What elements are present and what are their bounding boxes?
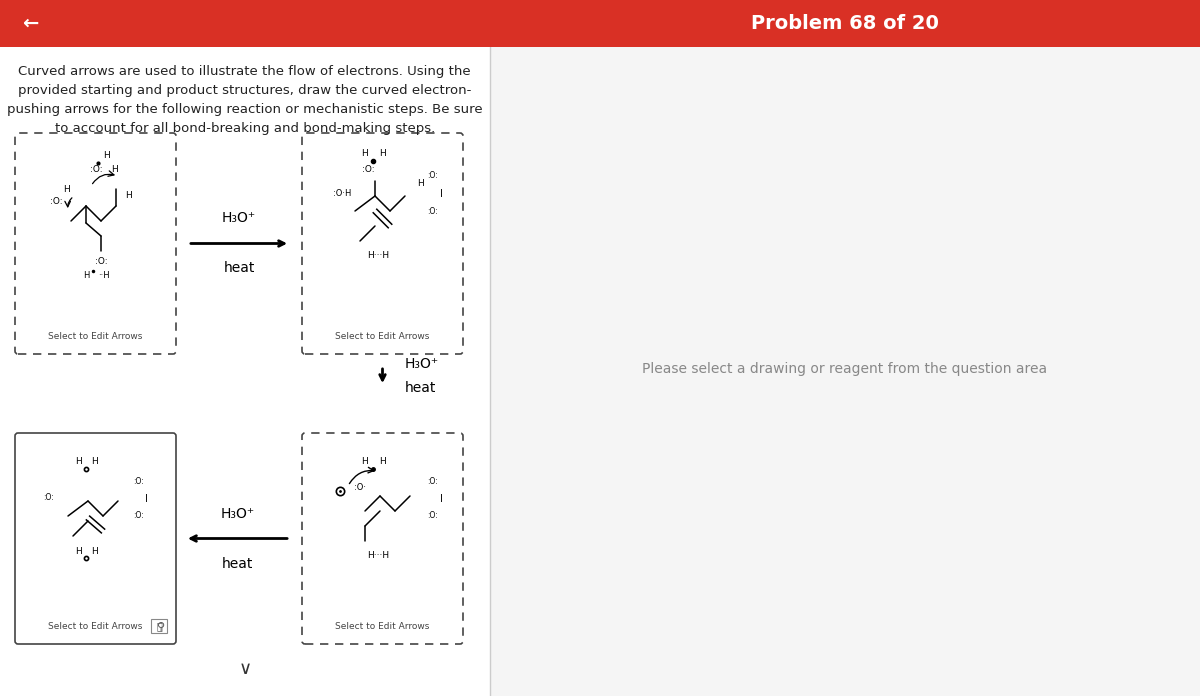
Text: Curved arrows are used to illustrate the flow of electrons. Using the
provided s: Curved arrows are used to illustrate the… (7, 65, 482, 135)
Text: H: H (91, 457, 98, 466)
Text: H: H (74, 457, 82, 466)
Text: H: H (110, 164, 118, 173)
Text: :O:: :O: (43, 493, 53, 503)
Text: I: I (439, 494, 443, 504)
Text: :O:: :O: (95, 257, 107, 265)
Text: H₃O⁺: H₃O⁺ (222, 212, 256, 226)
Text: H: H (91, 546, 98, 555)
Text: :O:: :O: (427, 171, 438, 180)
Text: Select to Edit Arrows: Select to Edit Arrows (335, 332, 430, 341)
FancyBboxPatch shape (14, 133, 176, 354)
Text: H: H (103, 152, 109, 161)
Text: heat: heat (223, 262, 254, 276)
Text: H₃O⁺: H₃O⁺ (221, 507, 254, 521)
Text: ⚲: ⚲ (157, 622, 166, 632)
FancyBboxPatch shape (14, 433, 176, 644)
Text: H: H (416, 178, 424, 187)
Text: H: H (361, 148, 368, 157)
Text: ··H: ··H (98, 271, 110, 280)
FancyBboxPatch shape (302, 133, 463, 354)
Text: H: H (361, 457, 368, 466)
FancyBboxPatch shape (302, 433, 463, 644)
Text: ∨: ∨ (239, 660, 251, 678)
Bar (151, 619, 167, 633)
Text: H: H (74, 546, 82, 555)
Text: :O:: :O: (133, 512, 143, 521)
Text: Select to Edit Arrows: Select to Edit Arrows (48, 332, 143, 341)
Text: 🔍: 🔍 (156, 621, 162, 631)
Text: :O:: :O: (90, 164, 102, 173)
Bar (490, 47, 1200, 696)
Text: :O:: :O: (49, 196, 62, 205)
Text: heat: heat (222, 557, 253, 571)
Text: :O:: :O: (361, 164, 374, 173)
Bar (0, 0, 1200, 47)
Text: heat: heat (404, 381, 436, 395)
Text: :O·H: :O·H (332, 189, 352, 198)
Text: Problem 68 of 20: Problem 68 of 20 (751, 14, 938, 33)
Text: H: H (125, 191, 131, 200)
Text: Please select a drawing or reagent from the question area: Please select a drawing or reagent from … (642, 362, 1048, 376)
Text: :O:: :O: (427, 512, 438, 521)
Text: H: H (62, 184, 70, 193)
Text: ←: ← (22, 14, 38, 33)
Text: I: I (439, 189, 443, 199)
Text: :O·: :O· (354, 484, 366, 493)
Text: H: H (83, 271, 89, 280)
Text: I: I (144, 494, 148, 504)
Text: H: H (379, 148, 385, 157)
Text: :O:: :O: (427, 477, 438, 486)
Text: Select to Edit Arrows: Select to Edit Arrows (48, 622, 143, 631)
Text: H···H: H···H (367, 251, 389, 260)
Text: Select to Edit Arrows: Select to Edit Arrows (335, 622, 430, 631)
Text: H···H: H···H (367, 551, 389, 560)
Text: :O:: :O: (133, 477, 143, 486)
Text: H: H (379, 457, 385, 466)
Text: :O:: :O: (427, 207, 438, 216)
Text: H₃O⁺: H₃O⁺ (404, 357, 439, 371)
